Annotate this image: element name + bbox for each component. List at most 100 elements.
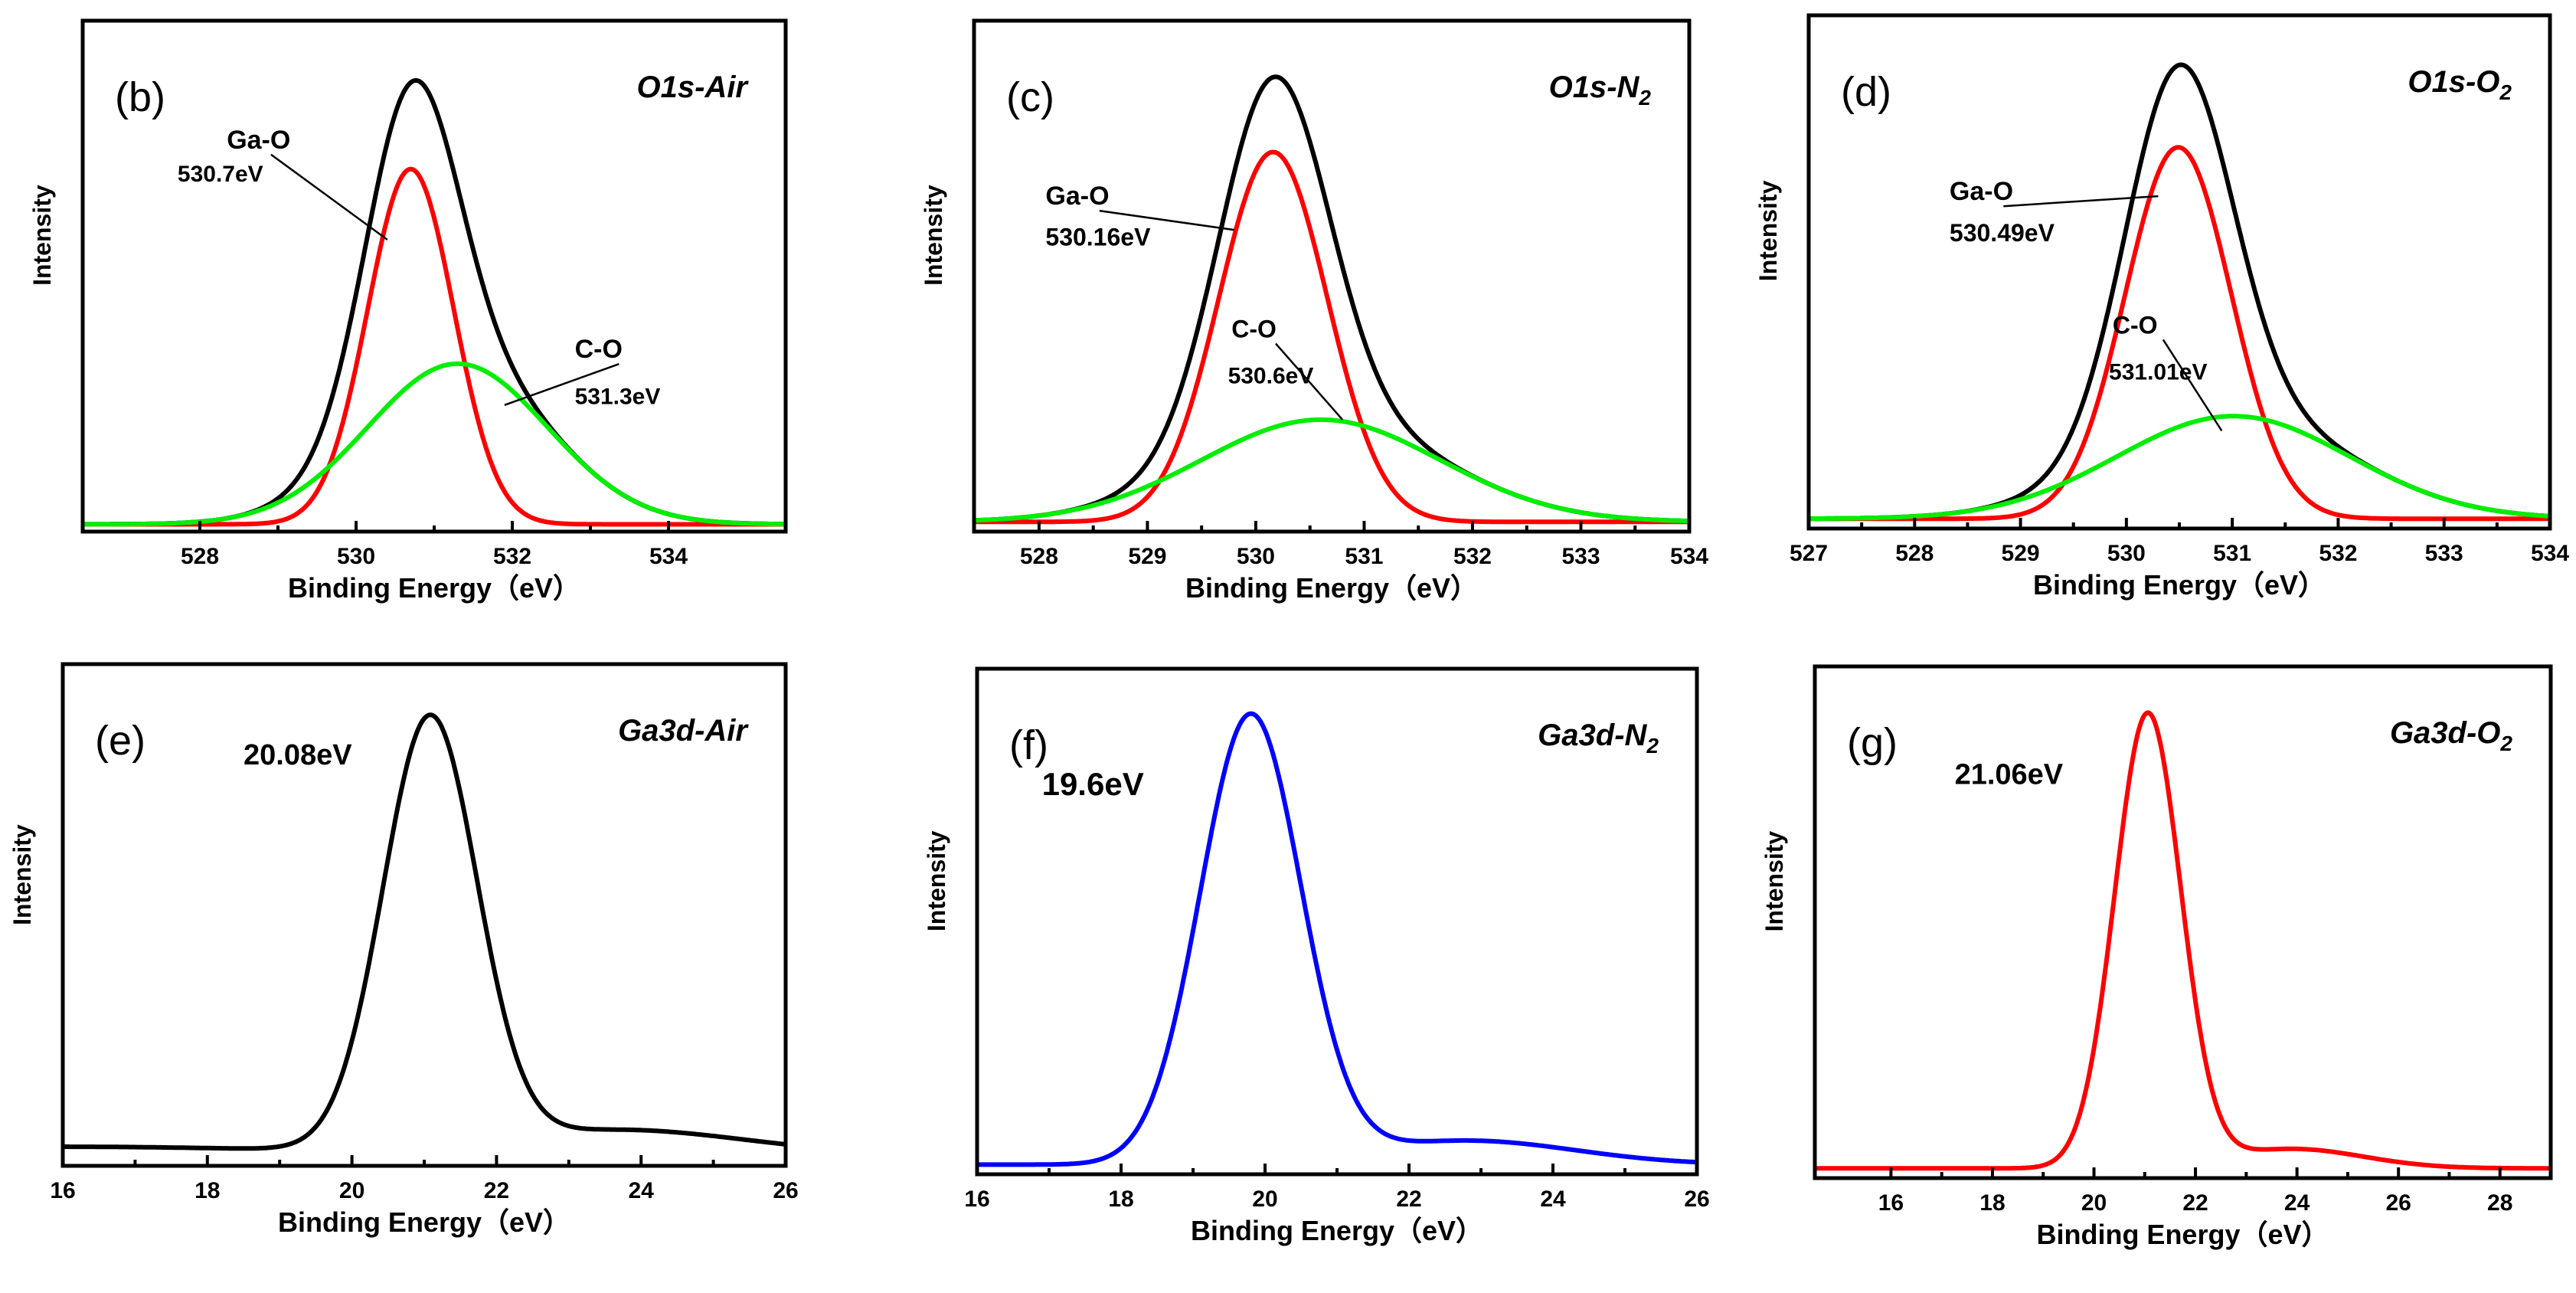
- y-axis-label: Intensity: [920, 185, 947, 286]
- x-axis-label: Binding Energy（eV）: [1185, 572, 1478, 604]
- panel-title: O1s-Air: [637, 70, 750, 104]
- plot-frame: [1813, 664, 2553, 1180]
- panel-title-main: O1s-N: [1549, 70, 1640, 104]
- x-tick-label: 532: [1453, 544, 1492, 569]
- annotation-text: C-O: [575, 335, 623, 364]
- x-tick-label: 528: [181, 544, 219, 569]
- panel-d: 527 528 529 530 531 532 533 534 Binding Energy（e…: [1754, 13, 2569, 601]
- annotation-text: 530.6eV: [1228, 364, 1314, 389]
- annotation-text: Ga-O: [227, 126, 290, 155]
- peak-annotation: Ga-O 530.49eV: [1950, 177, 2159, 247]
- annotation-text: C-O: [1231, 316, 1277, 343]
- series-ga3d-line: [1813, 710, 2552, 1171]
- plot-frame: [972, 18, 1692, 534]
- x-tick-label: 534: [2531, 541, 2569, 566]
- x-tick-label: 16: [964, 1187, 989, 1212]
- x-tick-label: 24: [2284, 1190, 2310, 1216]
- x-tick-label: 18: [1108, 1187, 1133, 1212]
- peak-annotation: C-O 530.6eV: [1228, 316, 1344, 421]
- panel-label: (e): [95, 718, 145, 764]
- panel-title: Ga3d-O2: [2390, 716, 2512, 755]
- x-tick-label: 531: [1345, 544, 1383, 569]
- x-axis-label: Binding Energy（eV）: [278, 1206, 570, 1238]
- x-tick-label: 16: [1878, 1190, 1904, 1216]
- panel-title-main: Ga3d-O: [2390, 716, 2500, 750]
- x-axis-label: Binding Energy（eV）: [288, 572, 580, 604]
- series-c-o-line: [81, 361, 787, 527]
- annotation-text: 530.49eV: [1950, 219, 2055, 247]
- x-tick-label: 28: [2487, 1190, 2512, 1216]
- panel-title-subscript: 2: [2499, 732, 2512, 755]
- panel-g: 16 18 20 22 24 26 28 Binding Energy（eV） Intensit…: [1760, 664, 2553, 1250]
- x-tick-label: 532: [493, 544, 531, 569]
- peak-annotation: C-O 531.01eV: [2109, 311, 2223, 432]
- peak-annotation: Ga-O 530.7eV: [178, 126, 388, 241]
- panel-title-main: Ga3d-N: [1538, 719, 1647, 752]
- annotation-text: Ga-O: [1045, 182, 1109, 211]
- panel-title-subscript: 2: [2499, 80, 2512, 104]
- panel-c: 528 529 530 531 532 533 534 Binding Energy（eV） I…: [920, 18, 1708, 604]
- x-tick-label: 20: [2081, 1190, 2107, 1216]
- peak-annotation: Ga-O 530.16eV: [1045, 182, 1234, 250]
- panel-title-main: O1s-O: [2408, 65, 2499, 99]
- x-tick-label: 528: [1895, 541, 1934, 566]
- x-tick-label: 18: [195, 1178, 220, 1203]
- annotation-leader: [1275, 342, 1344, 421]
- panel-e: 16 18 20 22 24 26 Binding Energy（eV） Intensity (…: [8, 662, 799, 1238]
- annotation-leader: [2162, 339, 2223, 432]
- series-total-line: [81, 78, 787, 527]
- panel-label: (f): [1009, 722, 1048, 768]
- annotation-leader: [270, 153, 388, 241]
- peak-annotation: 19.6eV: [1042, 766, 1144, 802]
- x-tick-label: 18: [1979, 1190, 2005, 1216]
- panel-label: (b): [115, 74, 165, 120]
- series-c-o-line: [1807, 414, 2551, 522]
- panel-label: (d): [1841, 69, 1891, 115]
- series-c-o-line: [973, 417, 1691, 524]
- panel-title-main: Ga3d-Air: [618, 714, 749, 748]
- x-tick-label: 20: [1252, 1187, 1277, 1212]
- x-tick-label: 534: [1670, 544, 1708, 569]
- panel-title: O1s-O2: [2408, 65, 2512, 104]
- y-axis-label: Intensity: [8, 824, 36, 925]
- x-tick-label: 20: [339, 1178, 364, 1203]
- x-tick-label: 534: [649, 544, 688, 569]
- x-tick-label: 532: [2319, 541, 2357, 566]
- x-axis-label: Binding Energy（eV）: [2036, 1219, 2329, 1250]
- x-axis-label: Binding Energy（eV）: [1191, 1215, 1483, 1246]
- panel-label: (g): [1847, 720, 1898, 766]
- panel-title: Ga3d-N2: [1538, 719, 1659, 758]
- x-tick-label: 24: [1540, 1187, 1566, 1212]
- x-axis-label: Binding Energy（eV）: [2033, 569, 2326, 601]
- annotation-leader: [504, 363, 619, 407]
- x-tick-label: 16: [50, 1178, 75, 1203]
- x-tick-label: 529: [2002, 541, 2040, 566]
- x-tick-label: 26: [1684, 1187, 1709, 1212]
- annotation-text: 21.06eV: [1955, 759, 2064, 791]
- y-axis-label: Intensity: [923, 830, 950, 931]
- x-tick-label: 530: [337, 544, 375, 569]
- panel-title-subscript: 2: [1638, 86, 1651, 110]
- x-tick-label: 529: [1128, 544, 1166, 569]
- panel-b: 528 530 532 534 Binding Energy（eV） Intensity (…: [28, 18, 788, 604]
- x-tick-label: 24: [629, 1178, 655, 1203]
- annotation-text: 530.16eV: [1045, 223, 1151, 250]
- x-tick-label: 22: [484, 1178, 509, 1203]
- x-tick-label: 533: [1561, 544, 1600, 569]
- peak-annotation: C-O 531.3eV: [504, 335, 660, 409]
- annotation-text: 20.08eV: [244, 739, 352, 771]
- series-total-line: [1807, 62, 2551, 522]
- x-tick-label: 26: [2385, 1190, 2411, 1216]
- annotation-leader: [2003, 195, 2159, 208]
- x-tick-label: 528: [1020, 544, 1058, 569]
- series-ga-o-line: [1807, 145, 2551, 522]
- x-tick-label: 22: [2182, 1190, 2208, 1216]
- panel-title-subscript: 2: [1646, 734, 1659, 758]
- series-ga3d-line: [61, 712, 787, 1151]
- series-ga-o-line: [81, 166, 787, 527]
- panel-title: O1s-N2: [1549, 70, 1652, 110]
- x-tick-label: 531: [2213, 541, 2251, 566]
- annotation-text: C-O: [2113, 311, 2158, 339]
- peak-annotation: 20.08eV: [244, 739, 352, 771]
